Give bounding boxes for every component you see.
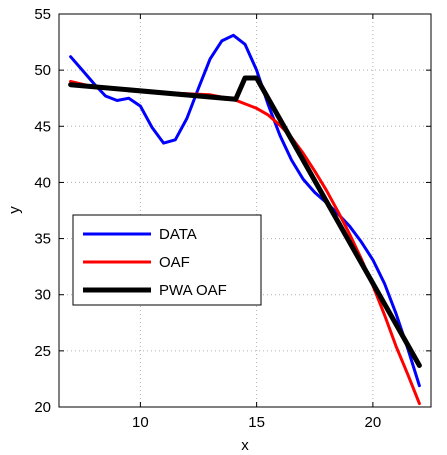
legend-label: PWA OAF (159, 282, 227, 299)
x-tick-label: 20 (365, 414, 382, 431)
plot-area (59, 14, 431, 407)
grid-lines (59, 14, 431, 407)
y-tick-label: 50 (34, 62, 51, 79)
y-tick-label: 45 (34, 118, 51, 135)
legend-label: DATA (159, 226, 197, 243)
x-tick-label: 10 (132, 414, 149, 431)
y-tick-label: 30 (34, 287, 51, 304)
y-tick-label: 20 (34, 399, 51, 416)
x-tick-label: 15 (248, 414, 265, 431)
axes-box (58, 13, 432, 408)
y-tick-label: 55 (34, 6, 51, 23)
series-line-pwa-oaf (68, 75, 422, 368)
axis-ticks: 10 15 20 20 25 30 35 40 45 50 55 (34, 6, 431, 431)
x-axis-label: x (241, 437, 249, 454)
y-tick-label: 35 (34, 231, 51, 248)
y-axis-label: y (6, 206, 23, 214)
legend: DATA OAF PWA OAF (72, 214, 262, 306)
series-line-data (69, 33, 421, 388)
series-lines (68, 33, 422, 406)
y-tick-label: 25 (34, 343, 51, 360)
y-tick-label: 40 (34, 174, 51, 191)
legend-label: OAF (159, 254, 190, 271)
